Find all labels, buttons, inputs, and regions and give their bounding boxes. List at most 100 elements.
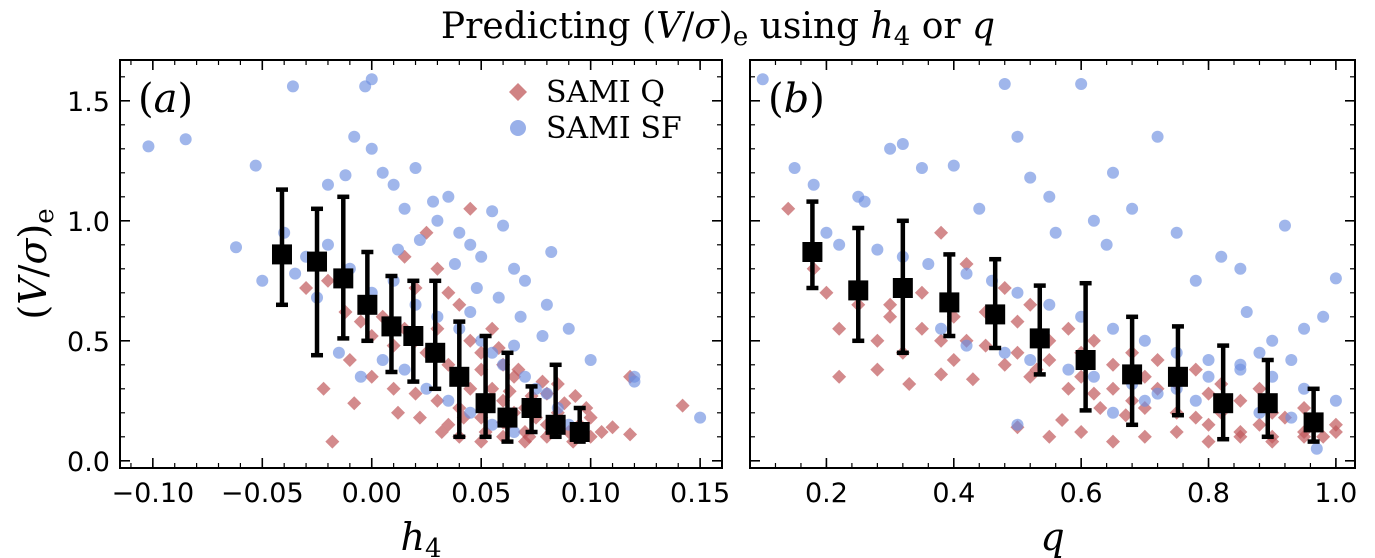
sami-q-point	[594, 425, 609, 439]
sami-q-point	[1169, 425, 1184, 439]
median-square	[1257, 393, 1278, 414]
sami-sf-point	[1215, 250, 1228, 263]
binned-median	[985, 256, 1006, 351]
sami-q-point	[1061, 381, 1076, 396]
median-square	[1029, 328, 1050, 349]
sami-sf-point	[1298, 322, 1311, 335]
sami-q-point	[441, 285, 456, 300]
sami-sf-point	[973, 202, 986, 215]
sami-q-point	[1061, 321, 1076, 336]
sami-q-point	[965, 372, 980, 387]
sami-q-point	[1188, 410, 1203, 425]
sami-q-point	[299, 281, 314, 295]
sami-sf-point	[1189, 394, 1202, 407]
sami-q-point	[452, 297, 467, 312]
sami-q-point	[1316, 429, 1331, 444]
sami-sf-point	[486, 418, 499, 431]
sami-sf-point	[1253, 346, 1266, 359]
binned-median	[802, 199, 823, 291]
legend-sf-marker	[510, 120, 526, 136]
y-axis-label-part: /	[11, 264, 55, 277]
binned-median	[357, 249, 378, 344]
median-square	[475, 393, 496, 414]
y-tick-label: 0.5	[67, 327, 110, 358]
sami-q-point	[605, 420, 620, 435]
panel-b: 0.2 0.4 0.6 0.8 1.0 (b) q	[749, 59, 1357, 558]
sami-q-point	[1106, 381, 1120, 396]
sami-q-point	[997, 281, 1012, 295]
x-tick-label: 1.0	[1314, 478, 1357, 509]
y-axis-label-part: V	[11, 274, 55, 305]
sami-q-point	[1010, 345, 1025, 360]
sami-q-point	[902, 377, 917, 391]
figure-title: Predicting (V/σ)e using h4 or q	[441, 6, 995, 52]
y-tick-label: 1.0	[67, 207, 110, 238]
sami-sf-point	[1317, 310, 1330, 323]
sami-q-point	[1137, 429, 1152, 444]
sami-sf-point	[431, 214, 444, 227]
binned-median	[1257, 357, 1278, 440]
sami-sf-point	[142, 140, 155, 153]
binned-median	[271, 187, 292, 308]
sami-q-point	[832, 369, 847, 384]
sami-sf-point	[339, 169, 352, 182]
sami-sf-point	[935, 322, 948, 335]
y-axis-label-sub: e	[30, 208, 60, 223]
sami-q-point	[819, 285, 834, 300]
sami-sf-point	[486, 205, 499, 218]
panel-label: (b)	[768, 76, 825, 122]
binned-median	[939, 252, 960, 339]
sami-q-point	[430, 261, 445, 276]
sami-sf-point	[960, 339, 973, 352]
median-square	[1213, 393, 1234, 414]
sami-q-point	[781, 201, 796, 216]
sami-sf-point	[387, 178, 400, 191]
sami-q-point	[386, 381, 401, 396]
sami-sf-point	[1126, 202, 1139, 215]
sami-sf-point	[398, 363, 411, 376]
binned-median	[1122, 314, 1143, 428]
plot-area	[756, 73, 1343, 455]
sami-sf-point	[1087, 214, 1100, 227]
binned-median	[333, 194, 354, 341]
median-square	[403, 326, 424, 346]
sami-sf-point	[540, 298, 553, 311]
sami-sf-point	[332, 346, 345, 359]
median-square	[892, 278, 913, 298]
sami-sf-point	[1011, 418, 1024, 431]
sami-q-point	[1201, 417, 1216, 432]
y-axis-label-part: )	[11, 224, 55, 239]
sami-q-point	[1023, 297, 1038, 312]
sami-sf-point	[1189, 274, 1202, 287]
sami-sf-point	[508, 426, 521, 438]
sami-q-point	[1106, 357, 1120, 372]
sami-sf-point	[470, 282, 483, 294]
sami-q-point	[1297, 401, 1312, 415]
sami-sf-point	[1170, 226, 1183, 239]
x-tick-label: 0.10	[561, 478, 621, 509]
sami-sf-point	[464, 238, 477, 251]
sami-sf-point	[420, 382, 433, 395]
sami-sf-point	[492, 291, 505, 304]
binned-median	[307, 206, 328, 358]
sami-sf-point	[289, 267, 302, 280]
sami-sf-point	[1087, 370, 1100, 383]
sami-sf-point	[1202, 370, 1215, 383]
axes-frame	[749, 59, 1356, 469]
sami-sf-point	[756, 73, 769, 86]
panel-label-letter: b	[784, 76, 810, 122]
median-square	[1303, 412, 1324, 433]
sami-sf-point	[1075, 78, 1088, 90]
sami-sf-point	[442, 394, 455, 407]
binned-median	[497, 350, 518, 444]
sami-sf-point	[464, 306, 477, 318]
median-square	[939, 292, 960, 313]
sami-q-point	[623, 427, 638, 442]
sami-q-point	[485, 321, 500, 336]
sami-sf-point	[230, 241, 243, 254]
sami-q-point	[914, 285, 929, 300]
sami-q-point	[485, 381, 500, 396]
median-square	[357, 294, 378, 315]
sami-q-point	[434, 425, 449, 439]
sami-sf-point	[1138, 394, 1151, 407]
